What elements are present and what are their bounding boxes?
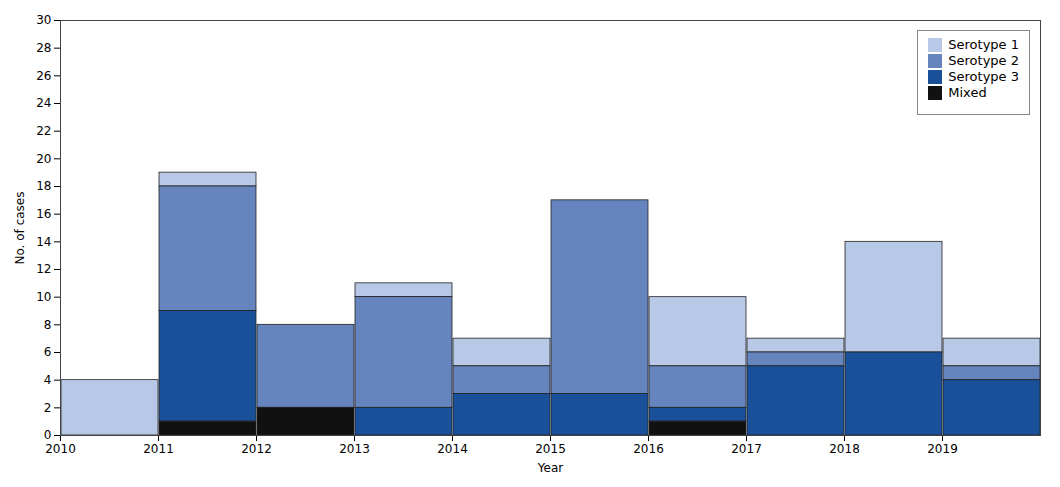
svg-text:2011: 2011 (143, 442, 174, 456)
svg-text:2014: 2014 (437, 442, 468, 456)
svg-text:6: 6 (44, 345, 52, 359)
svg-text:28: 28 (36, 41, 51, 55)
svg-text:2019: 2019 (927, 442, 958, 456)
svg-text:14: 14 (36, 235, 51, 249)
svg-text:10: 10 (36, 290, 51, 304)
svg-text:30: 30 (36, 13, 51, 27)
svg-text:24: 24 (36, 96, 51, 110)
svg-text:20: 20 (36, 152, 51, 166)
svg-text:2: 2 (44, 401, 52, 415)
svg-text:2017: 2017 (731, 442, 762, 456)
html-text:Mixed: Mixed (948, 85, 987, 100)
svg-text:2016: 2016 (633, 442, 664, 456)
svg-text:16: 16 (36, 207, 51, 221)
svg-text:12: 12 (36, 262, 51, 276)
html-text:Serotype 2: Serotype 2 (948, 53, 1019, 68)
svg-text:22: 22 (36, 124, 51, 138)
svg-text:4: 4 (44, 373, 52, 387)
svg-text:8: 8 (44, 318, 52, 332)
svg-text:No. of cases: No. of cases (13, 192, 27, 265)
svg-text:2010: 2010 (45, 442, 76, 456)
svg-text:2018: 2018 (829, 442, 860, 456)
svg-text:2012: 2012 (241, 442, 272, 456)
html-text:Serotype 1: Serotype 1 (948, 37, 1019, 52)
svg-text:18: 18 (36, 179, 51, 193)
html-text:Serotype 3: Serotype 3 (948, 69, 1019, 84)
svg-text:0: 0 (44, 428, 52, 442)
svg-text:Year: Year (537, 461, 563, 475)
svg-text:2013: 2013 (339, 442, 370, 456)
svg-text:2015: 2015 (535, 442, 566, 456)
svg-text:26: 26 (36, 69, 51, 83)
